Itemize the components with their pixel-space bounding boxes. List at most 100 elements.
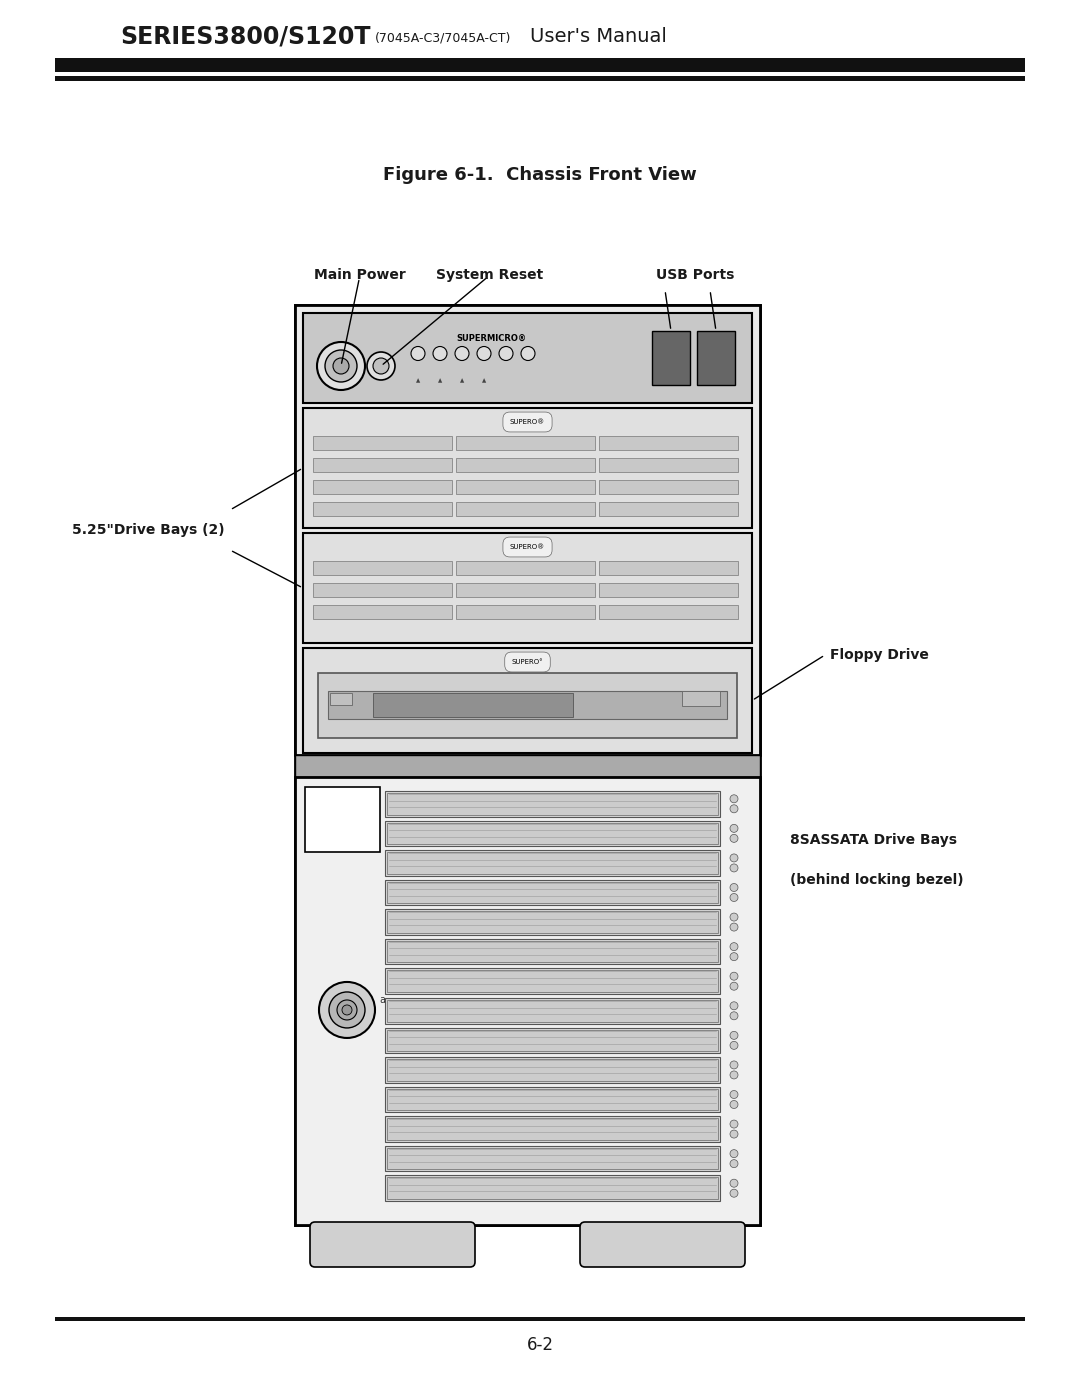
Bar — [387, 882, 718, 904]
FancyBboxPatch shape — [580, 1222, 745, 1267]
Bar — [313, 583, 453, 597]
Circle shape — [477, 346, 491, 360]
Bar — [295, 305, 760, 754]
Bar — [295, 777, 760, 1225]
Bar — [384, 1028, 720, 1053]
Circle shape — [730, 1130, 738, 1139]
Circle shape — [730, 1189, 738, 1197]
Text: ▲: ▲ — [416, 379, 420, 383]
Bar — [373, 693, 573, 717]
Circle shape — [730, 1179, 738, 1187]
Circle shape — [325, 351, 357, 381]
Circle shape — [730, 1101, 738, 1108]
Bar — [313, 502, 453, 515]
Bar — [384, 1175, 720, 1201]
Bar — [384, 939, 720, 964]
Text: 8SASSATA Drive Bays: 8SASSATA Drive Bays — [789, 833, 957, 847]
Circle shape — [318, 342, 365, 390]
Bar — [384, 1116, 720, 1141]
Bar — [303, 408, 752, 528]
Bar — [313, 605, 453, 619]
Bar — [384, 820, 720, 847]
Bar — [599, 562, 738, 576]
Bar — [313, 436, 453, 450]
Bar — [328, 692, 727, 719]
Circle shape — [730, 834, 738, 842]
Bar — [387, 1059, 718, 1081]
Circle shape — [730, 805, 738, 813]
Text: SUPERO°: SUPERO° — [512, 659, 543, 665]
Bar — [387, 1030, 718, 1051]
Circle shape — [730, 1031, 738, 1039]
Circle shape — [367, 352, 395, 380]
Bar — [384, 1146, 720, 1172]
Bar — [387, 1148, 718, 1169]
Circle shape — [730, 914, 738, 921]
Bar — [313, 562, 453, 576]
Circle shape — [373, 358, 389, 374]
Circle shape — [411, 346, 426, 360]
Bar — [305, 787, 380, 852]
Circle shape — [730, 1150, 738, 1158]
Bar — [697, 331, 735, 386]
Bar — [387, 1118, 718, 1140]
Bar — [384, 880, 720, 905]
Bar — [303, 648, 752, 753]
Text: SUPERO®: SUPERO® — [510, 543, 545, 550]
Circle shape — [319, 982, 375, 1038]
Bar — [599, 481, 738, 495]
Text: (behind locking bezel): (behind locking bezel) — [789, 873, 963, 887]
Bar — [384, 1058, 720, 1083]
Bar — [387, 971, 718, 992]
Bar — [456, 562, 595, 576]
Circle shape — [521, 346, 535, 360]
Bar — [313, 458, 453, 472]
Text: SUPERO®: SUPERO® — [510, 419, 545, 425]
Bar — [387, 1088, 718, 1111]
Circle shape — [730, 953, 738, 961]
Text: 6-2: 6-2 — [527, 1336, 554, 1354]
Circle shape — [730, 894, 738, 901]
Bar — [599, 436, 738, 450]
Circle shape — [730, 824, 738, 833]
Circle shape — [333, 358, 349, 374]
Bar — [384, 851, 720, 876]
Bar — [318, 673, 737, 738]
Circle shape — [730, 854, 738, 862]
Circle shape — [730, 1091, 738, 1098]
Bar — [384, 1087, 720, 1112]
Bar — [456, 481, 595, 495]
Bar — [330, 693, 352, 705]
Bar — [599, 605, 738, 619]
Bar — [387, 940, 718, 963]
Circle shape — [433, 346, 447, 360]
Bar — [295, 754, 760, 777]
Text: Figure 6-1.  Chassis Front View: Figure 6-1. Chassis Front View — [383, 166, 697, 184]
Bar — [387, 1000, 718, 1021]
Circle shape — [730, 1060, 738, 1069]
Bar — [681, 692, 720, 705]
Circle shape — [499, 346, 513, 360]
Text: USB Ports: USB Ports — [656, 268, 734, 282]
Circle shape — [730, 943, 738, 950]
Bar — [384, 909, 720, 935]
Circle shape — [730, 982, 738, 990]
Bar — [384, 968, 720, 995]
Circle shape — [730, 1002, 738, 1010]
Bar — [384, 791, 720, 817]
Bar — [456, 502, 595, 515]
Circle shape — [730, 923, 738, 930]
Circle shape — [730, 1011, 738, 1020]
Circle shape — [329, 992, 365, 1028]
Bar — [313, 481, 453, 495]
Bar — [303, 534, 752, 643]
Circle shape — [730, 883, 738, 891]
Bar — [652, 331, 690, 386]
Bar — [387, 1178, 718, 1199]
Text: SUPERMICRO®: SUPERMICRO® — [457, 334, 527, 342]
Text: User's Manual: User's Manual — [530, 27, 666, 46]
Circle shape — [455, 346, 469, 360]
Circle shape — [342, 1004, 352, 1016]
Circle shape — [730, 863, 738, 872]
Text: SERIES3800/S120T: SERIES3800/S120T — [120, 24, 370, 47]
